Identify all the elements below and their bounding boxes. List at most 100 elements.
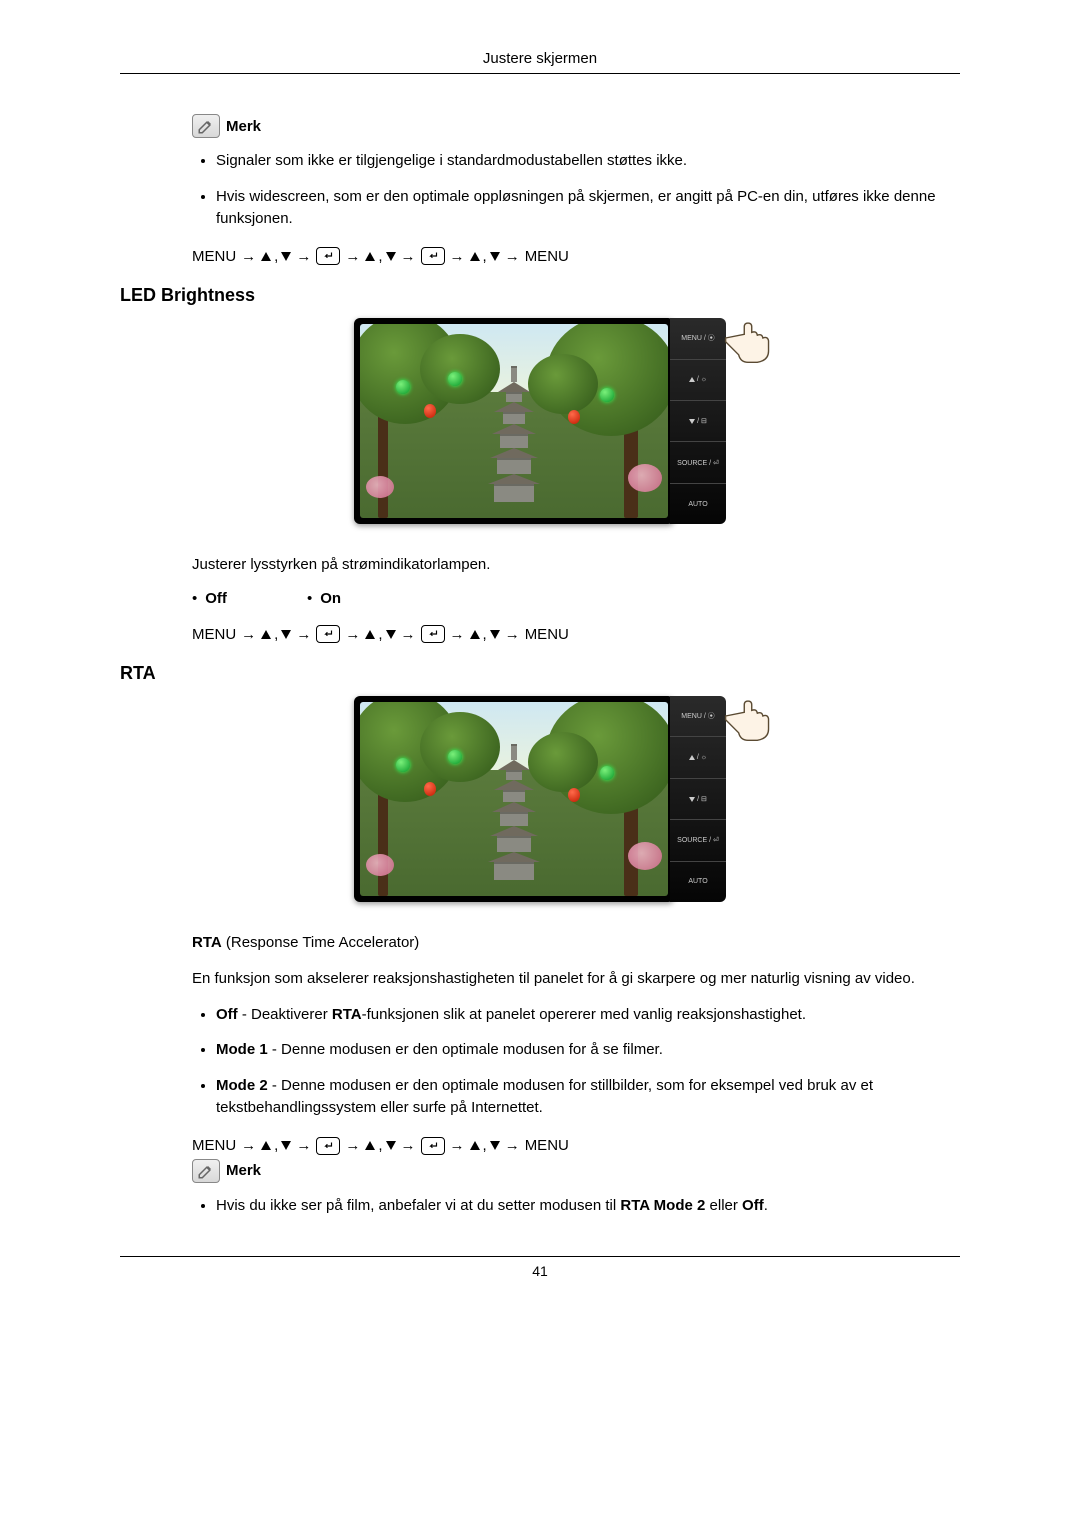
- monitor-btn-up[interactable]: / ☼: [670, 360, 726, 401]
- triangle-up-icon: [261, 1141, 271, 1150]
- triangle-up-icon: [470, 1141, 480, 1150]
- arrow-icon: →: [505, 626, 520, 643]
- list-item: Off - Deaktiverer RTA-funksjonen slik at…: [216, 1004, 960, 1026]
- triangle-down-icon: [386, 1141, 396, 1150]
- monitor-button-strip: MENU / ⦿ / ☼ / ⊟ SOURCE / ⏎ AUTO: [670, 696, 726, 902]
- heading-led-brightness: LED Brightness: [120, 285, 960, 306]
- arrow-icon: →: [296, 626, 311, 643]
- monitor-btn-menu[interactable]: MENU / ⦿: [670, 318, 726, 359]
- list-item: Hvis widescreen, som er den optimale opp…: [216, 186, 960, 230]
- list-item: Mode 2 - Denne modusen er den optimale m…: [216, 1075, 960, 1119]
- arrow-icon: →: [450, 1137, 465, 1154]
- led-description: Justerer lysstyrken på strømindikatorlam…: [192, 554, 960, 576]
- page-number: 41: [532, 1263, 548, 1279]
- comma: ,: [483, 1137, 487, 1154]
- triangle-up-icon: [470, 630, 480, 639]
- monitor-btn-source[interactable]: SOURCE / ⏎: [670, 820, 726, 861]
- note-label: Merk: [226, 118, 261, 135]
- triangle-up-icon: [470, 252, 480, 261]
- pointing-hand-icon: [720, 688, 776, 748]
- rta-description: En funksjon som akselerer reaksjonshasti…: [192, 968, 960, 990]
- triangle-down-icon: [386, 252, 396, 261]
- triangle-down-icon: [490, 252, 500, 261]
- arrow-icon: →: [296, 1137, 311, 1154]
- arrow-icon: →: [345, 626, 360, 643]
- arrow-icon: →: [241, 248, 256, 265]
- list-item: Hvis du ikke ser på film, anbefaler vi a…: [216, 1195, 960, 1217]
- monitor-btn-source[interactable]: SOURCE / ⏎: [670, 442, 726, 483]
- monitor-button-strip: MENU / ⦿ / ☼ / ⊟ SOURCE / ⏎ AUTO: [670, 318, 726, 524]
- monitor-btn-down[interactable]: / ⊟: [670, 401, 726, 442]
- arrow-icon: →: [505, 248, 520, 265]
- monitor-btn-menu[interactable]: MENU / ⦿: [670, 696, 726, 737]
- comma: ,: [274, 1137, 278, 1154]
- monitor-figure-led: MENU / ⦿ / ☼ / ⊟ SOURCE / ⏎ AUTO: [120, 318, 960, 524]
- option-on: •On: [307, 590, 341, 607]
- triangle-down-icon: [281, 252, 291, 261]
- enter-icon: [421, 625, 445, 643]
- monitor-frame: [354, 696, 674, 902]
- arrow-icon: →: [345, 248, 360, 265]
- note-label: Merk: [226, 1162, 261, 1179]
- enter-icon: [316, 247, 340, 265]
- rta-modes-list: Off - Deaktiverer RTA-funksjonen slik at…: [192, 1004, 960, 1119]
- pointing-hand-icon: [720, 310, 776, 370]
- comma: ,: [483, 626, 487, 643]
- triangle-down-icon: [281, 1141, 291, 1150]
- triangle-up-icon: [261, 252, 271, 261]
- option-off: •Off: [192, 590, 227, 607]
- page-header: Justere skjermen: [120, 50, 960, 74]
- enter-icon: [421, 247, 445, 265]
- comma: ,: [378, 1137, 382, 1154]
- heading-rta: RTA: [120, 663, 960, 684]
- note-merk-2: Merk: [192, 1159, 960, 1183]
- pencil-note-icon: [192, 1159, 220, 1183]
- monitor-frame: [354, 318, 674, 524]
- triangle-down-icon: [386, 630, 396, 639]
- arrow-icon: →: [450, 248, 465, 265]
- menu-text: MENU: [525, 626, 569, 643]
- comma: ,: [378, 626, 382, 643]
- triangle-down-icon: [490, 1141, 500, 1150]
- monitor-btn-down[interactable]: / ⊟: [670, 779, 726, 820]
- comma: ,: [274, 248, 278, 265]
- menu-text: MENU: [192, 248, 236, 265]
- page-footer: 41: [120, 1256, 960, 1279]
- triangle-down-icon: [281, 630, 291, 639]
- monitor-screen: [360, 324, 668, 518]
- triangle-up-icon: [365, 630, 375, 639]
- enter-icon: [316, 625, 340, 643]
- rta-abbr-exp: (Response Time Accelerator): [222, 934, 420, 951]
- monitor-btn-up[interactable]: / ☼: [670, 737, 726, 778]
- menu-text: MENU: [525, 1137, 569, 1154]
- comma: ,: [274, 626, 278, 643]
- arrow-icon: →: [401, 626, 416, 643]
- monitor-btn-auto[interactable]: AUTO: [670, 862, 726, 902]
- arrow-icon: →: [505, 1137, 520, 1154]
- pencil-note-icon: [192, 114, 220, 138]
- triangle-up-icon: [365, 252, 375, 261]
- menu-path-1: MENU → , → → , → → , → MENU: [192, 247, 960, 265]
- enter-icon: [421, 1137, 445, 1155]
- arrow-icon: →: [450, 626, 465, 643]
- arrow-icon: →: [345, 1137, 360, 1154]
- arrow-icon: →: [296, 248, 311, 265]
- arrow-icon: →: [241, 626, 256, 643]
- monitor-btn-auto[interactable]: AUTO: [670, 484, 726, 524]
- arrow-icon: →: [401, 1137, 416, 1154]
- rta-abbr-line: RTA (Response Time Accelerator): [192, 932, 960, 954]
- led-options: •Off •On: [192, 590, 960, 607]
- triangle-down-icon: [490, 630, 500, 639]
- arrow-icon: →: [241, 1137, 256, 1154]
- note1-bullets: Signaler som ikke er tilgjengelige i sta…: [192, 150, 960, 229]
- list-item: Mode 1 - Denne modusen er den optimale m…: [216, 1039, 960, 1061]
- monitor-figure-rta: MENU / ⦿ / ☼ / ⊟ SOURCE / ⏎ AUTO: [120, 696, 960, 902]
- comma: ,: [378, 248, 382, 265]
- menu-path-3: MENU → , → → , → → , → MENU: [192, 1137, 960, 1155]
- menu-text: MENU: [192, 1137, 236, 1154]
- monitor-screen: [360, 702, 668, 896]
- rta-abbr: RTA: [192, 934, 222, 951]
- enter-icon: [316, 1137, 340, 1155]
- note-merk-1: Merk: [192, 114, 960, 138]
- arrow-icon: →: [401, 248, 416, 265]
